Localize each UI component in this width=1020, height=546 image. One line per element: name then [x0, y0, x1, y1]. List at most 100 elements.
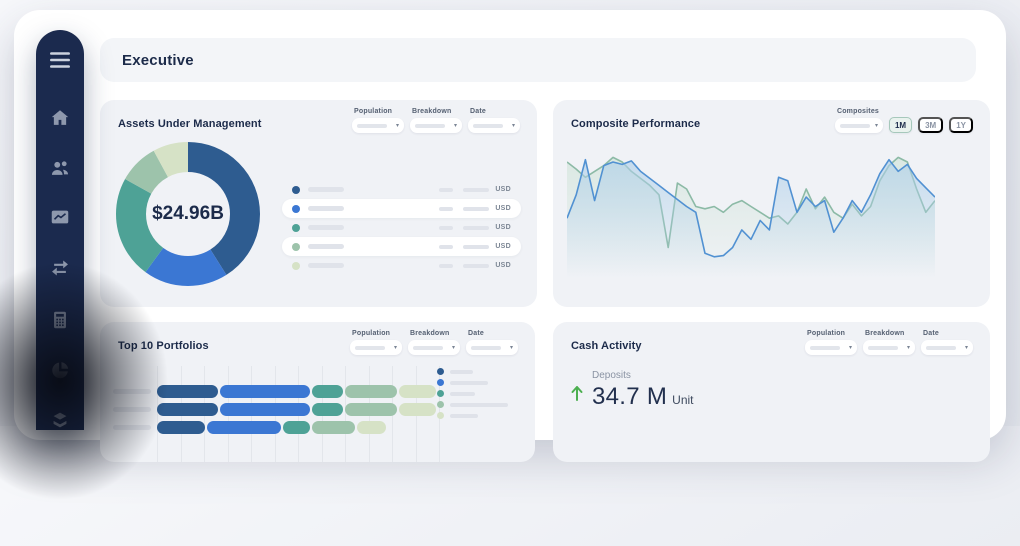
placeholder-bar	[357, 123, 387, 128]
range-button-3m[interactable]: 3M	[918, 117, 944, 133]
legend-dot	[437, 401, 444, 408]
population-select[interactable]: ▾	[805, 340, 857, 355]
composite-blue-area	[567, 159, 935, 299]
aum-list-row[interactable]: USD	[282, 256, 521, 275]
population-filter: Population ▾	[350, 330, 402, 355]
bar-segment	[220, 403, 310, 416]
breakdown-label: Breakdown	[865, 330, 905, 337]
composite-performance-card: Composite Performance Composites ▾ 1M 3M…	[553, 100, 990, 307]
range-button-1y[interactable]: 1Y	[949, 117, 973, 133]
cash-activity-card: Cash Activity Population ▾ Breakdown ▾ D…	[553, 322, 990, 462]
population-select[interactable]: ▾	[352, 118, 404, 133]
currency-label: USD	[495, 262, 511, 269]
date-select[interactable]: ▾	[468, 118, 520, 133]
label-placeholder	[308, 187, 344, 192]
value-placeholder	[463, 187, 490, 192]
bar-segment	[220, 385, 310, 398]
placeholder-bar	[926, 345, 956, 350]
label-placeholder	[308, 225, 344, 230]
legend-item	[437, 379, 519, 386]
population-select[interactable]: ▾	[350, 340, 402, 355]
bar-segment	[399, 385, 436, 398]
composite-card-title: Composite Performance	[571, 118, 701, 130]
aum-list-row[interactable]: USD	[282, 218, 521, 237]
breakdown-select[interactable]: ▾	[410, 118, 462, 133]
value-placeholder	[463, 263, 490, 268]
bar-segment	[157, 403, 218, 416]
population-filter: Population ▾	[805, 330, 857, 355]
value-placeholder	[463, 206, 490, 211]
performance-chart-icon[interactable]	[49, 206, 71, 228]
date-select[interactable]: ▾	[466, 340, 518, 355]
bar-segment	[157, 421, 205, 434]
value-placeholder	[439, 263, 454, 268]
chevron-down-icon: ▾	[511, 122, 515, 129]
legend-item	[437, 390, 519, 397]
placeholder-bar	[868, 345, 898, 350]
bar-segment	[157, 385, 218, 398]
bar-segment	[357, 421, 386, 434]
donut-slice[interactable]	[116, 142, 260, 286]
donut-slice[interactable]	[116, 142, 260, 286]
breakdown-select[interactable]: ▾	[863, 340, 915, 355]
layers-icon[interactable]	[49, 409, 71, 431]
users-icon[interactable]	[49, 157, 71, 179]
placeholder-bar	[471, 345, 501, 350]
aum-filters: Population ▾ Breakdown ▾ Date ▾	[352, 108, 520, 133]
legend-item	[437, 401, 519, 408]
chevron-down-icon: ▾	[453, 122, 457, 129]
composites-select[interactable]: ▾	[834, 118, 883, 133]
bar-segment	[345, 385, 397, 398]
deposits-label: Deposits	[592, 370, 631, 381]
legend-item	[437, 368, 519, 375]
portfolio-bar-row[interactable]	[113, 403, 535, 416]
range-button-1m[interactable]: 1M	[888, 117, 913, 133]
chevron-down-icon: ▾	[451, 344, 455, 351]
date-select[interactable]: ▾	[921, 340, 973, 355]
donut-slice[interactable]	[116, 142, 260, 286]
value-placeholder	[439, 206, 454, 211]
aum-list-row[interactable]: USD	[282, 199, 521, 218]
bar-segment	[312, 385, 343, 398]
page-title: Executive	[122, 51, 194, 69]
breakdown-filter: Breakdown ▾	[408, 330, 460, 355]
chevron-down-icon: ▾	[964, 344, 968, 351]
chevron-down-icon: ▾	[509, 344, 513, 351]
placeholder-bar	[810, 345, 840, 350]
breakdown-select[interactable]: ▾	[408, 340, 460, 355]
chevron-down-icon: ▾	[906, 344, 910, 351]
aum-list-row[interactable]: USD	[282, 237, 521, 256]
value-placeholder	[439, 244, 454, 249]
population-filter: Population ▾	[352, 108, 404, 133]
label-placeholder	[450, 380, 488, 385]
calculator-icon[interactable]	[49, 309, 71, 331]
value-placeholder	[463, 244, 490, 249]
transfer-arrows-icon[interactable]	[49, 257, 71, 279]
aum-donut-chart[interactable]	[114, 140, 262, 288]
home-icon[interactable]	[49, 107, 71, 129]
label-placeholder	[308, 263, 344, 268]
population-label: Population	[354, 108, 393, 115]
chevron-down-icon: ▾	[395, 122, 399, 129]
bar-segment	[345, 403, 397, 416]
aum-list-row[interactable]: USD	[282, 180, 521, 199]
legend-dot	[292, 261, 300, 270]
chevron-down-icon: ▾	[874, 122, 878, 129]
sidebar	[36, 30, 84, 430]
portfolio-bar-row[interactable]	[113, 385, 535, 398]
legend-dot	[292, 204, 300, 213]
composite-blue-line	[567, 158, 935, 258]
composite-performance-chart[interactable]	[567, 144, 935, 299]
breakdown-filter: Breakdown ▾	[863, 330, 915, 355]
trend-up-arrow-icon	[571, 386, 583, 401]
bar-segment	[283, 421, 310, 434]
pie-chart-icon[interactable]	[49, 359, 71, 381]
placeholder-bar	[839, 123, 870, 128]
value-placeholder	[439, 225, 454, 230]
label-placeholder	[308, 244, 344, 249]
deposits-unit: Unit	[672, 393, 694, 407]
placeholder-bar	[355, 345, 385, 350]
top10-filters: Population ▾ Breakdown ▾ Date ▾	[350, 330, 518, 355]
menu-icon[interactable]	[47, 47, 73, 73]
aum-card: Assets Under Management Population ▾ Bre…	[100, 100, 537, 307]
